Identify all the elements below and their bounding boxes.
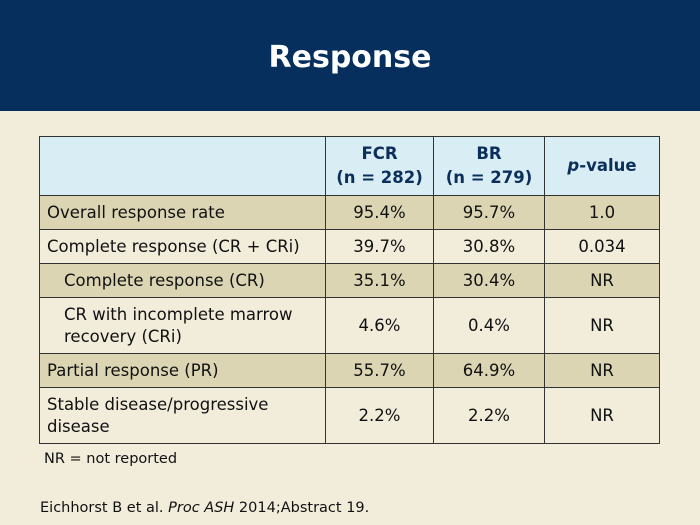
row-label: Complete response (CR): [39, 263, 326, 298]
header-fcr: FCR (n = 282): [325, 136, 434, 196]
row-label: Overall response rate: [39, 195, 326, 230]
table-header-row: FCR (n = 282) BR (n = 279) p-value: [39, 136, 660, 196]
cell-br: 95.7%: [433, 195, 545, 230]
response-table: FCR (n = 282) BR (n = 279) p-value Overa…: [39, 136, 660, 444]
row-label: Complete response (CR + CRi): [39, 229, 326, 264]
cell-br: 64.9%: [433, 353, 545, 388]
cell-br: 30.4%: [433, 263, 545, 298]
table-row: Complete response (CR) 35.1% 30.4% NR: [39, 263, 660, 298]
table-row: Partial response (PR) 55.7% 64.9% NR: [39, 353, 660, 388]
header-blank-cell: [39, 136, 326, 196]
citation-journal: Proc ASH: [168, 500, 235, 516]
header-fcr-name: FCR: [361, 144, 398, 163]
table-row: CR with incomplete marrow recovery (CRi)…: [39, 297, 660, 354]
cell-br: 2.2%: [433, 387, 545, 444]
header-band: [0, 0, 700, 111]
header-br: BR (n = 279): [433, 136, 545, 196]
citation-rest: 2014;Abstract 19.: [234, 500, 370, 516]
header-pvalue-italic: p: [567, 156, 580, 175]
cell-fcr: 2.2%: [325, 387, 434, 444]
footnote: NR = not reported: [44, 451, 178, 467]
row-label: CR with incomplete marrow recovery (CRi): [39, 297, 326, 354]
cell-pvalue: NR: [544, 353, 660, 388]
cell-fcr: 95.4%: [325, 195, 434, 230]
header-br-n: (n = 279): [445, 168, 533, 187]
cell-br: 0.4%: [433, 297, 545, 354]
cell-pvalue: NR: [544, 263, 660, 298]
row-label: Stable disease/progressive disease: [39, 387, 326, 444]
cell-pvalue: NR: [544, 387, 660, 444]
cell-pvalue: NR: [544, 297, 660, 354]
header-br-name: BR: [476, 144, 502, 163]
slide-title: Response: [268, 40, 432, 75]
header-pvalue: p-value: [544, 136, 660, 196]
cell-fcr: 4.6%: [325, 297, 434, 354]
header-pvalue-rest: -value: [579, 156, 637, 175]
cell-fcr: 55.7%: [325, 353, 434, 388]
table-row: Stable disease/progressive disease 2.2% …: [39, 387, 660, 444]
cell-fcr: 39.7%: [325, 229, 434, 264]
table-row: Overall response rate 95.4% 95.7% 1.0: [39, 195, 660, 230]
cell-br: 30.8%: [433, 229, 545, 264]
table-row: Complete response (CR + CRi) 39.7% 30.8%…: [39, 229, 660, 264]
header-fcr-n: (n = 282): [336, 168, 423, 187]
citation: Eichhorst B et al. Proc ASH 2014;Abstrac…: [40, 500, 369, 516]
citation-authors: Eichhorst B et al.: [40, 500, 169, 516]
cell-pvalue: 1.0: [544, 195, 660, 230]
cell-pvalue: 0.034: [544, 229, 660, 264]
cell-fcr: 35.1%: [325, 263, 434, 298]
row-label: Partial response (PR): [39, 353, 326, 388]
